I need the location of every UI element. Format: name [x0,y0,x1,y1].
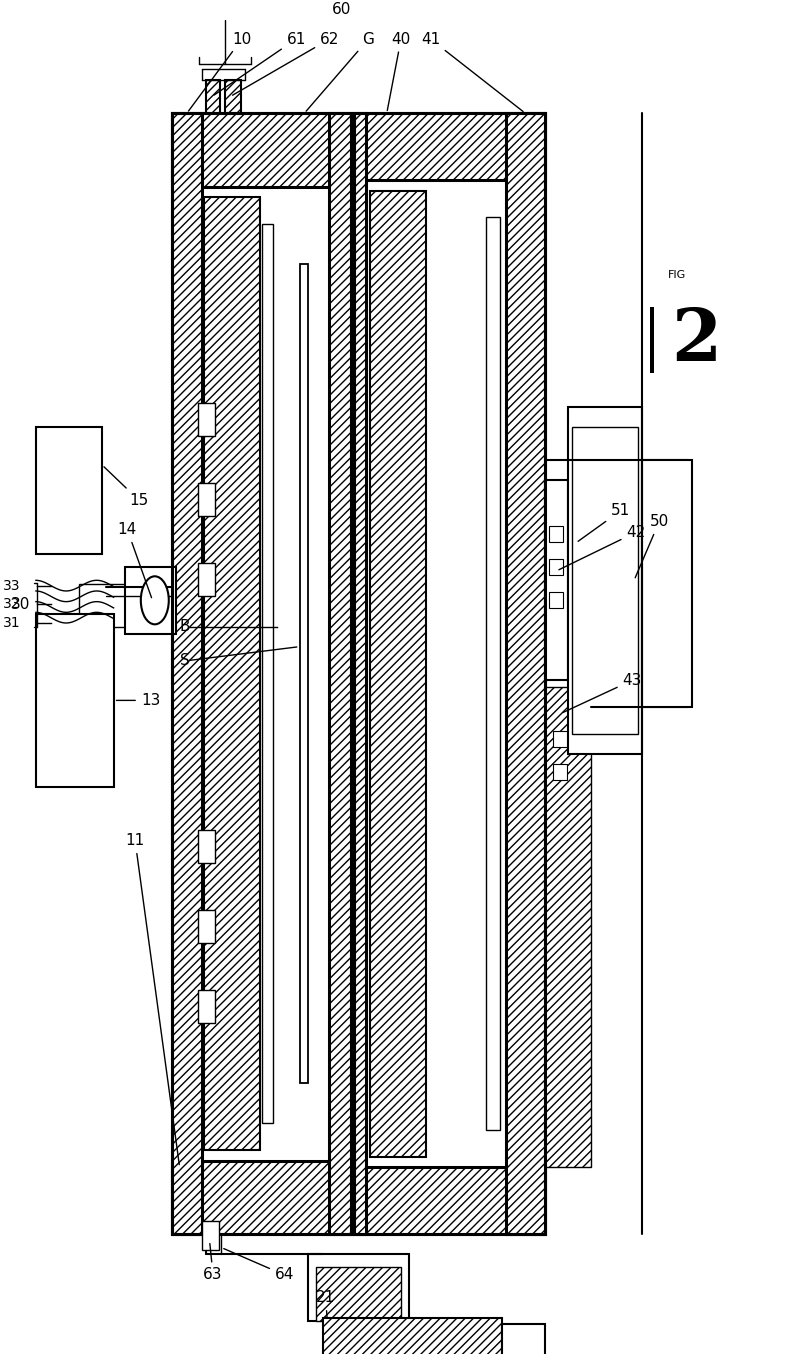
Bar [126,567,176,634]
Bar [354,113,366,1234]
Bar [553,731,566,748]
Text: 64: 64 [224,1248,294,1282]
Bar [172,113,202,1234]
Bar [354,1167,545,1234]
Text: 32: 32 [3,597,21,611]
Bar [549,592,562,608]
Bar [650,307,654,373]
Bar [502,1323,545,1357]
Text: 21: 21 [316,1291,335,1318]
Bar [568,407,642,753]
Bar [354,113,545,180]
Bar [198,991,215,1023]
Text: 11: 11 [126,833,179,1164]
Bar [370,191,426,1156]
Text: 33: 33 [3,578,21,593]
Bar [323,1318,502,1357]
Text: 14: 14 [118,522,151,597]
Bar [202,1221,219,1250]
Bar [642,460,692,707]
Bar [549,559,562,575]
Bar [225,80,241,113]
Bar [172,113,350,1234]
Bar [354,113,545,1234]
Text: FIG: FIG [668,270,686,280]
Bar [506,113,545,1234]
Bar [36,613,114,787]
Text: 2: 2 [671,304,722,376]
Text: 31: 31 [2,616,21,630]
Bar [545,558,638,574]
Text: 60: 60 [331,3,351,18]
Bar [572,427,638,734]
Bar [486,217,501,1130]
Text: 42: 42 [559,525,646,570]
Circle shape [141,577,169,624]
Bar [553,764,566,780]
Bar [198,911,215,943]
Bar [329,113,350,1234]
Text: 43: 43 [563,673,642,712]
Text: 50: 50 [635,514,669,578]
Bar [36,427,102,554]
Bar [301,265,308,1083]
Text: 10: 10 [189,31,251,111]
Bar [315,1267,401,1320]
Bar [327,1261,382,1288]
Bar [262,224,274,1124]
Text: G: G [306,31,374,111]
Text: 30: 30 [10,597,30,612]
Text: 62: 62 [233,31,339,95]
Bar [204,197,260,1151]
Bar [198,483,215,516]
Text: 61: 61 [214,31,306,95]
Bar [545,651,638,668]
Text: 41: 41 [421,31,523,111]
Text: 63: 63 [203,1243,223,1282]
Text: 51: 51 [578,503,630,541]
Text: 13: 13 [116,693,160,708]
Text: B: B [180,620,190,635]
Bar [206,80,220,113]
Bar [172,113,350,187]
Bar [545,687,591,1167]
Bar [308,1254,409,1320]
Text: 40: 40 [387,31,410,110]
Bar [545,480,568,680]
Bar [78,585,126,627]
Bar [198,563,215,596]
Bar [198,830,215,863]
Bar [549,525,562,541]
Bar [198,403,215,436]
Bar [172,1160,350,1234]
Text: S: S [180,653,190,668]
Text: 15: 15 [104,467,149,508]
